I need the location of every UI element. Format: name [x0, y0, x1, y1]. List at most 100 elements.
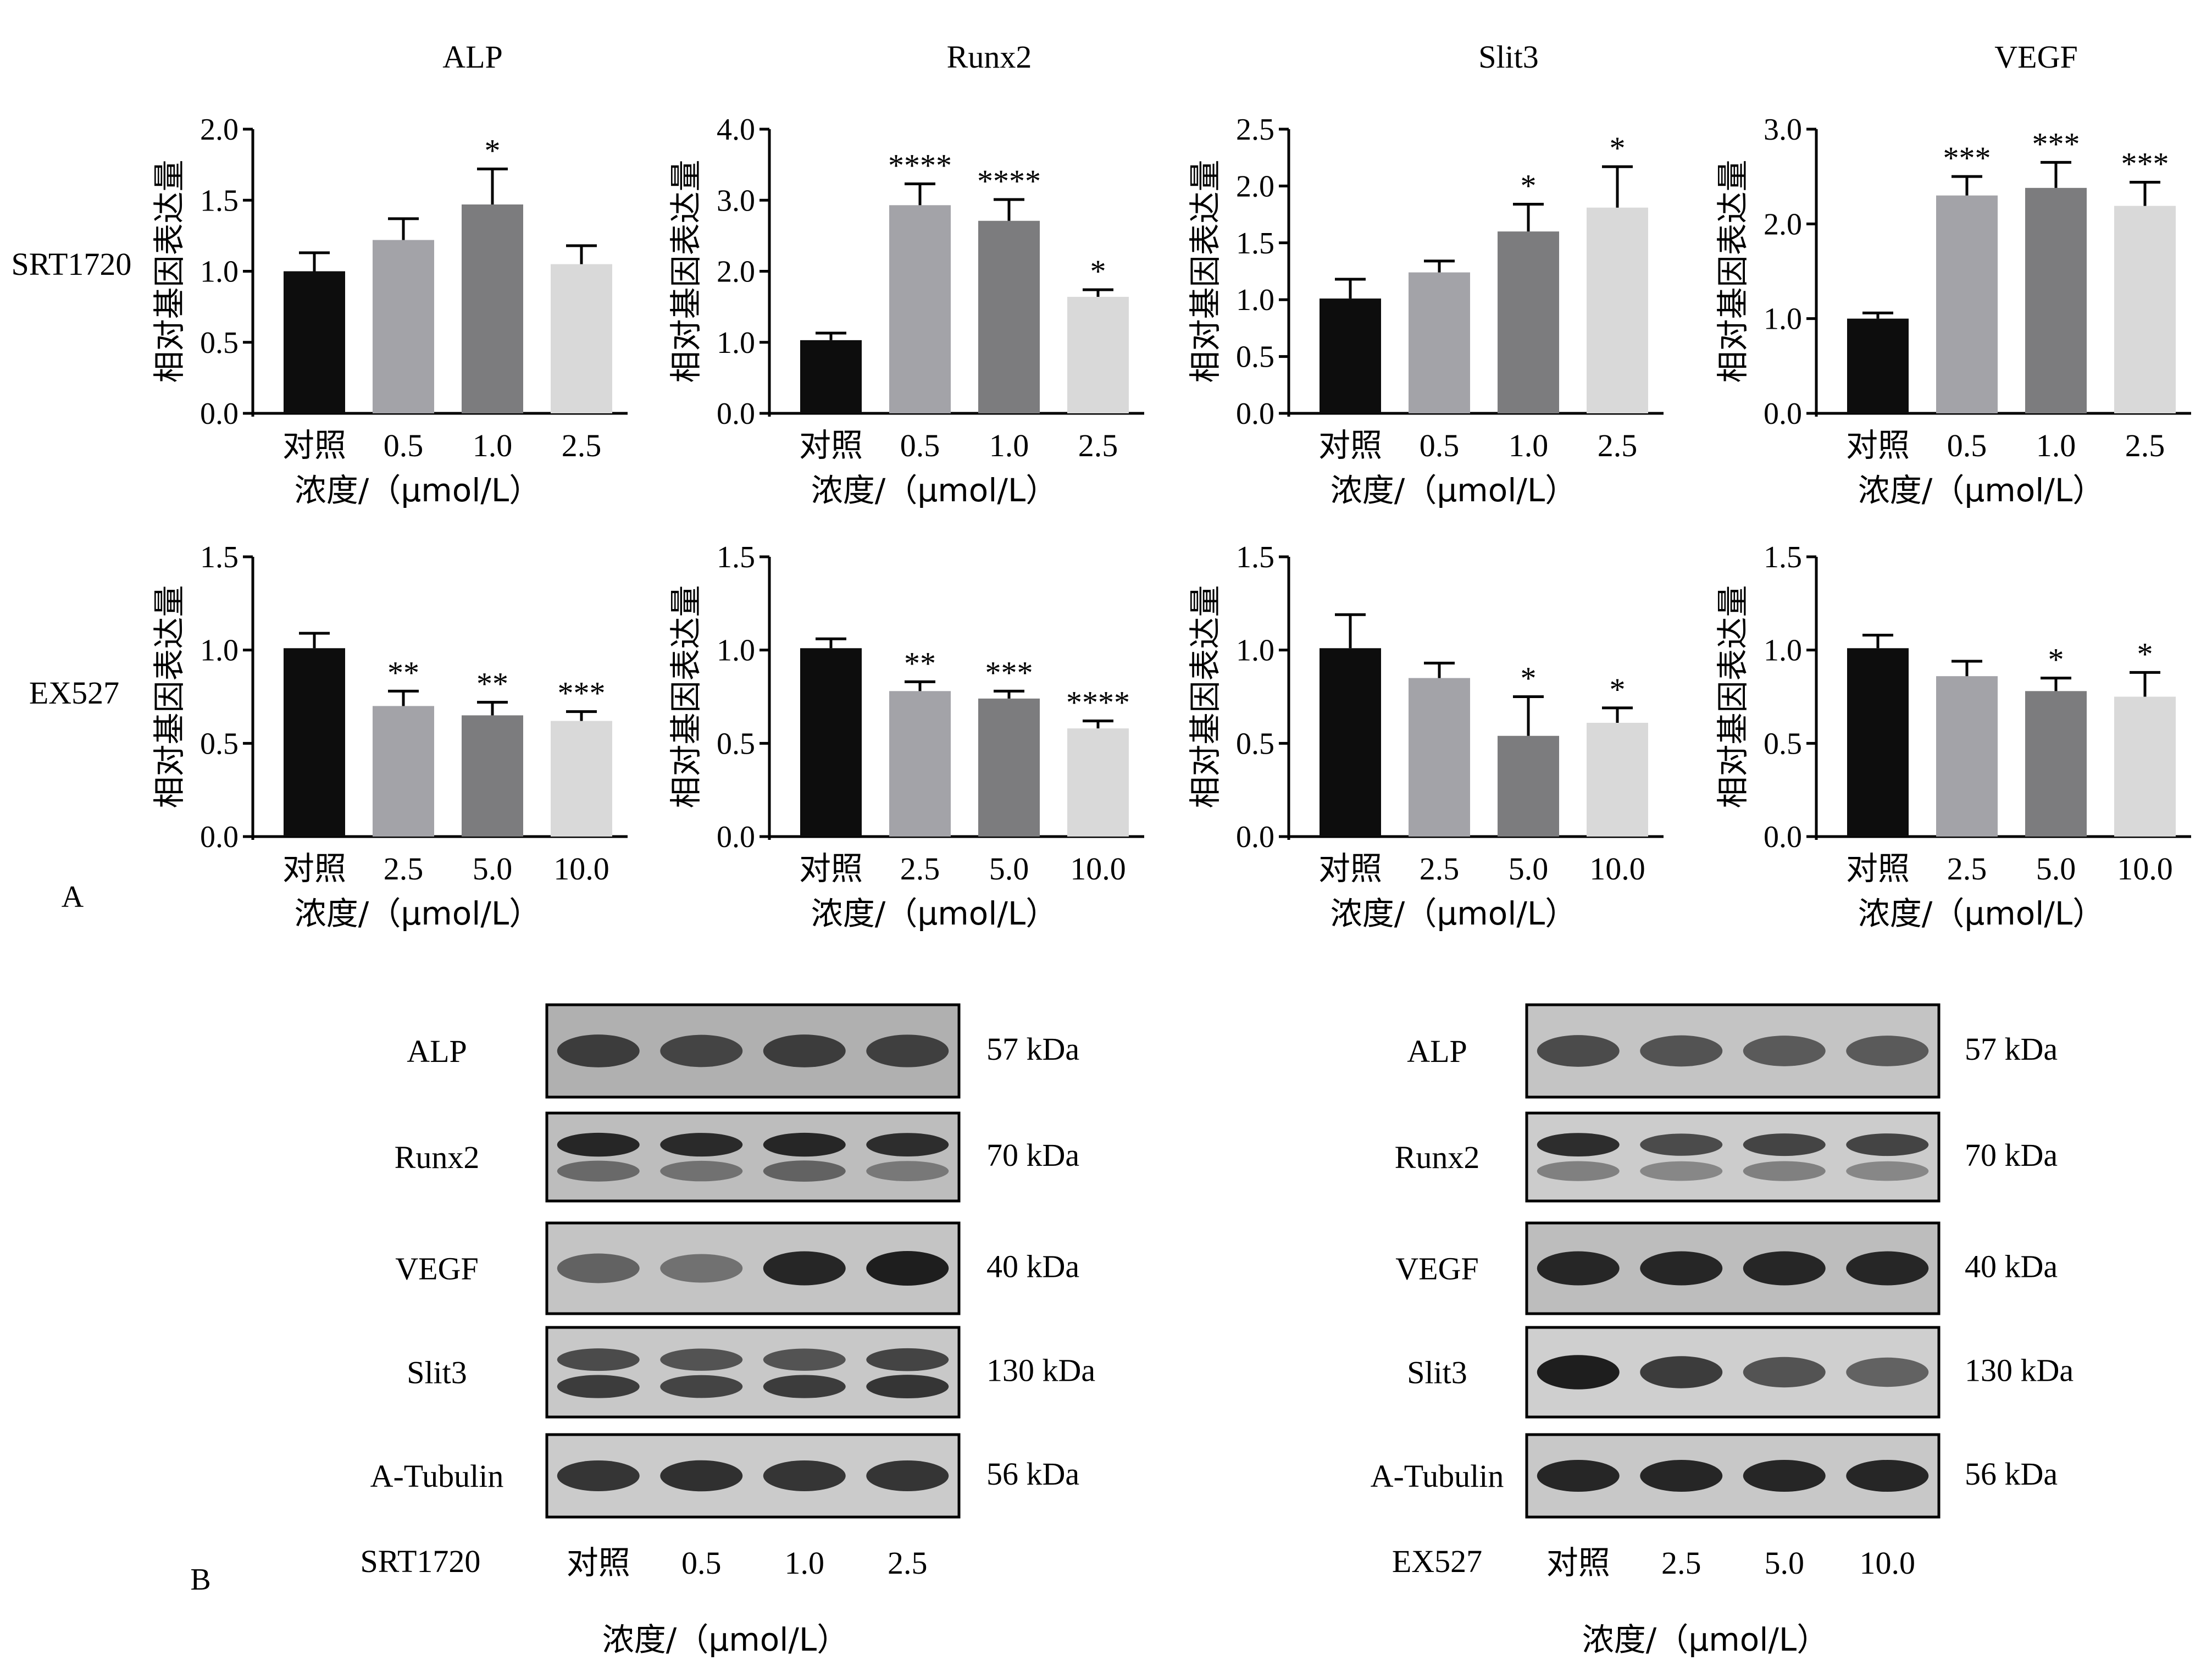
y-tick-label: 0.5	[200, 326, 239, 360]
protein-band	[1846, 1161, 1929, 1181]
protein-band	[557, 1160, 640, 1182]
blot-group-label: EX527	[1392, 1543, 1482, 1579]
protein-band	[866, 1034, 949, 1067]
x-tick-label: 10.0	[1070, 851, 1126, 887]
protein-band	[866, 1460, 949, 1491]
y-tick-label: 0.0	[1764, 397, 1802, 431]
x-axis-label: 浓度/（μmol/L）	[1330, 895, 1577, 932]
chart-title: ALP	[442, 39, 503, 75]
protein-label: ALP	[1407, 1033, 1467, 1069]
x-tick-label: 5.0	[1509, 851, 1549, 887]
y-tick-label: 1.0	[717, 326, 755, 360]
kda-label: 57 kDa	[1965, 1031, 2058, 1067]
protein-band	[557, 1253, 640, 1283]
y-tick-label: 1.5	[200, 184, 239, 218]
x-tick-label: 1.0	[1509, 428, 1549, 463]
x-tick-label: 2.5	[562, 428, 602, 463]
x-axis-label: 浓度/（μmol/L）	[1858, 895, 2104, 932]
y-tick-label: 0.5	[200, 727, 239, 761]
protein-band	[1743, 1357, 1826, 1388]
x-tick-label: 2.5	[900, 851, 940, 887]
y-tick-label: 1.0	[1764, 302, 1802, 336]
kda-label: 56 kDa	[1965, 1456, 2058, 1492]
significance-mark: **	[476, 666, 508, 702]
x-axis-label: 浓度/（μmol/L）	[295, 895, 541, 932]
bar	[2025, 691, 2087, 837]
bar	[284, 648, 345, 837]
y-tick-label: 0.0	[1764, 820, 1802, 854]
protein-label: A-Tubulin	[1371, 1458, 1504, 1494]
x-tick-label: 2.5	[1598, 428, 1638, 463]
protein-band	[660, 1034, 743, 1067]
significance-mark: ***	[985, 655, 1033, 690]
western-blot-ex527: ALP 57 kDa Runx2 70 kDa VEGF 40 kDa Slit3 130 k…	[1371, 1003, 2074, 1658]
y-axis-label: 相对基因表达量	[1187, 159, 1224, 383]
western-blot-srt1720: ALP 57 kDa Runx2 70 kDa VEGF 40 kDa Slit3 130 k…	[361, 1003, 1095, 1658]
x-axis-label: 浓度/（μmol/L）	[811, 895, 1057, 932]
blot-row-runx2: Runx2 70 kDa	[1395, 1111, 2058, 1203]
x-tick-label: 对照	[1846, 850, 1910, 887]
significance-mark: *	[2137, 636, 2153, 672]
kda-label: 40 kDa	[1965, 1249, 2058, 1285]
bar	[1409, 272, 1470, 413]
y-tick-label: 1.0	[1764, 634, 1802, 668]
protein-band	[557, 1132, 640, 1157]
kda-label: 70 kDa	[986, 1137, 1079, 1173]
lane-label: 0.5	[681, 1545, 722, 1581]
blot-x-axis-label: 浓度/（μmol/L）	[602, 1621, 849, 1658]
significance-mark: ***	[2121, 146, 2169, 182]
x-tick-label: 1.0	[473, 428, 513, 463]
y-tick-label: 4.0	[717, 113, 755, 147]
y-axis-label: 相对基因表达量	[667, 585, 705, 808]
x-tick-label: 2.5	[1420, 851, 1460, 887]
y-tick-label: 0.5	[1236, 340, 1274, 374]
x-tick-label: 10.0	[2117, 851, 2173, 887]
panel-label-a: A	[62, 880, 84, 914]
y-tick-label: 2.5	[1236, 113, 1274, 147]
protein-label: ALP	[407, 1033, 467, 1069]
bar	[551, 721, 612, 837]
protein-band	[1743, 1133, 1826, 1156]
significance-mark: ***	[1943, 140, 1991, 176]
significance-mark: **	[904, 645, 936, 681]
blot-membrane	[1525, 1111, 1941, 1203]
significance-mark: *	[1610, 672, 1626, 707]
y-tick-label: 1.5	[1764, 540, 1802, 574]
bar	[373, 240, 434, 413]
blot-row-alp: ALP 57 kDa	[407, 1003, 1079, 1099]
y-tick-label: 0.5	[1236, 727, 1274, 761]
bar	[462, 715, 523, 837]
bar	[800, 340, 862, 413]
protein-band	[1640, 1251, 1723, 1286]
protein-band	[1846, 1460, 1929, 1492]
x-tick-label: 1.0	[2036, 428, 2076, 463]
x-tick-label: 1.0	[989, 428, 1029, 463]
x-tick-label: 对照	[799, 850, 863, 887]
protein-band	[763, 1034, 846, 1067]
protein-band	[763, 1251, 846, 1286]
bar	[462, 204, 523, 413]
protein-label: Runx2	[1395, 1139, 1480, 1175]
blot-row-vegf: VEGF 40 kDa	[1395, 1221, 2058, 1315]
y-tick-label: 3.0	[1764, 113, 1802, 147]
x-tick-label: 0.5	[900, 428, 940, 463]
y-tick-label: 1.5	[1236, 540, 1274, 574]
x-tick-label: 对照	[1318, 427, 1382, 464]
y-tick-label: 2.0	[1764, 207, 1802, 241]
protein-band	[1537, 1035, 1620, 1067]
significance-mark: ****	[888, 148, 952, 184]
panel-label-b: B	[190, 1563, 210, 1597]
lane-label: 2.5	[1661, 1545, 1701, 1581]
x-tick-label: 对照	[282, 850, 346, 887]
protein-band	[763, 1375, 846, 1398]
protein-band	[557, 1348, 640, 1371]
kda-label: 40 kDa	[986, 1249, 1079, 1285]
protein-band	[1640, 1133, 1723, 1156]
kda-label: 130 kDa	[1965, 1353, 2074, 1388]
y-tick-label: 0.5	[717, 727, 755, 761]
protein-band	[660, 1160, 743, 1182]
y-axis-label: 相对基因表达量	[1714, 585, 1751, 808]
